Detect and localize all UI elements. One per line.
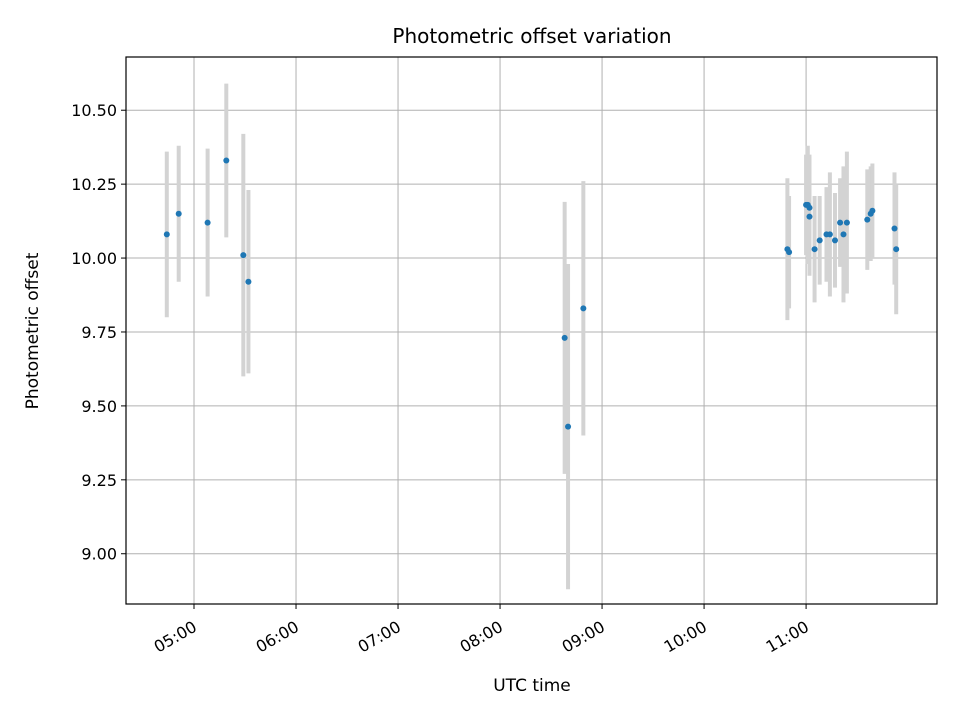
data-point [240,252,247,259]
y-tick-label: 10.50 [71,101,117,120]
data-point [816,237,823,244]
x-axis-label: UTC time [493,676,571,696]
data-point [786,249,793,256]
data-point [864,216,871,223]
data-point [811,246,818,253]
y-tick-label: 10.25 [71,175,117,194]
data-point [840,231,847,238]
data-point [565,423,572,430]
data-point [826,231,833,238]
data-point [869,207,876,214]
grid [126,57,937,604]
data-point [580,305,587,312]
data-point [175,210,182,217]
plot-frame [125,56,938,605]
y-axis: 9.00 9.25 9.50 9.75 10.00 10.25 10.50 [71,101,126,564]
y-tick-label: 10.00 [71,249,117,268]
data-point [204,219,211,226]
data-point [891,225,898,232]
data-point [223,157,230,164]
y-tick-label: 9.75 [81,323,117,342]
data-point [561,334,568,341]
y-tick-label: 9.00 [81,545,117,564]
data-point [831,237,838,244]
data-point [163,231,170,238]
chart-title: Photometric offset variation [392,24,671,48]
data-point [245,278,252,285]
y-tick-label: 9.50 [81,397,117,416]
data-point [806,213,813,220]
y-tick-label: 9.25 [81,471,117,490]
data-point [843,219,850,226]
y-axis-label: Photometric offset [23,252,43,409]
data-points [163,157,900,430]
data-point [806,204,813,211]
data-point [893,246,900,253]
data-point [837,219,844,226]
